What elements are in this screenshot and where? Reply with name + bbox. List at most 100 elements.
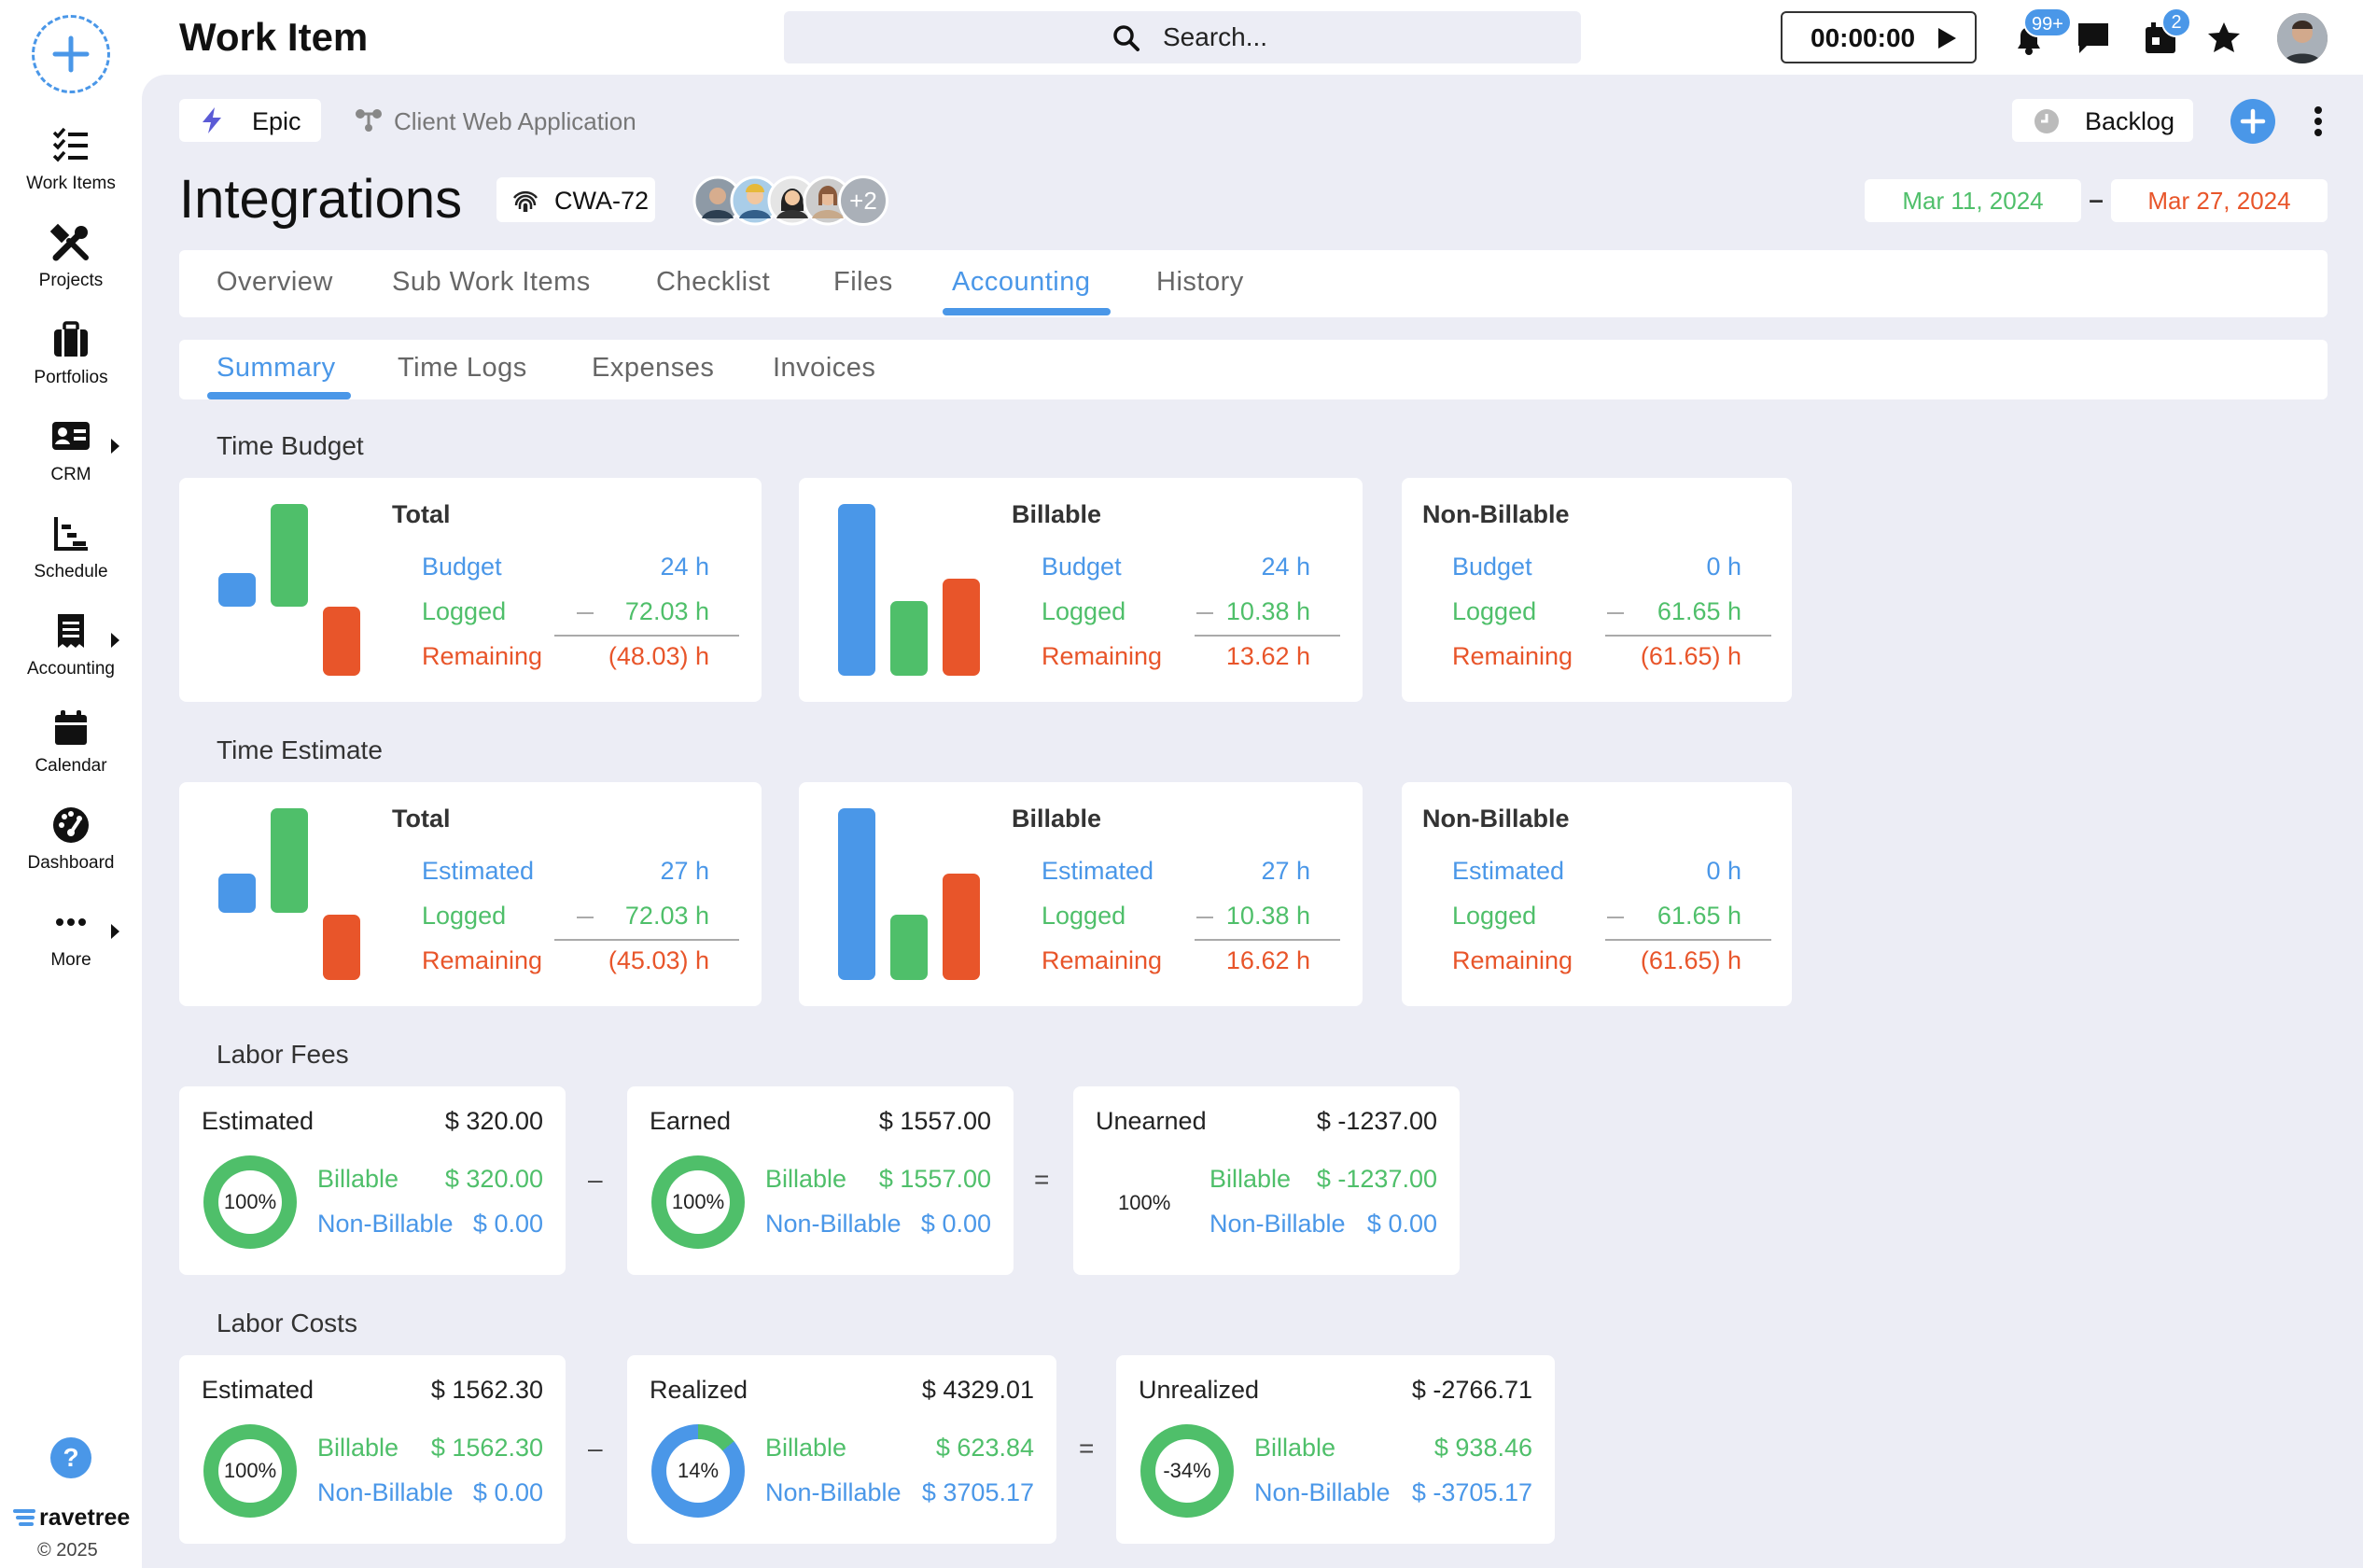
user-avatar[interactable]	[2277, 13, 2328, 63]
sidebar-item-portfolios[interactable]: Portfolios	[0, 319, 142, 388]
row-label: Budget	[422, 553, 502, 581]
labor-fees-earned-card: Earned $ 1557.00 100% Billable $ 1557.00…	[627, 1086, 1014, 1275]
billable-label: Billable	[765, 1165, 847, 1193]
search-input[interactable]: Search...	[1163, 22, 1268, 51]
sidebar-item-projects[interactable]: Projects	[0, 222, 142, 291]
sidebar-item-accounting[interactable]: Accounting	[0, 610, 142, 679]
expand-arrow-icon[interactable]	[111, 924, 119, 939]
billable-value: $ 1562.30	[430, 1434, 543, 1462]
row-label: Remaining	[422, 642, 543, 670]
user-avatar-icon	[2277, 13, 2328, 63]
avatar-icon	[767, 175, 818, 226]
nonbillable-label: Non-Billable	[317, 1478, 454, 1506]
status-dropdown[interactable]: Backlog	[2012, 99, 2193, 142]
subtab-expenses[interactable]: Expenses	[592, 353, 715, 383]
favorites-button[interactable]	[2206, 21, 2242, 56]
add-button[interactable]	[2230, 99, 2275, 144]
budget-bar	[838, 504, 875, 676]
end-date-field[interactable]: Mar 27, 2024	[2111, 179, 2328, 222]
budget-bar	[218, 573, 256, 607]
receipt-icon	[58, 614, 84, 648]
search-bar[interactable]: Search...	[784, 11, 1581, 63]
row-value: 10.38 h	[1225, 902, 1310, 930]
sidebar-item-label: Projects	[38, 271, 104, 290]
card-title: Unrealized	[1139, 1376, 1260, 1404]
row-value: 61.65 h	[1657, 902, 1741, 930]
sidebar-item-label: Work Items	[26, 174, 116, 193]
assignees[interactable]: +2	[692, 175, 898, 226]
logged-bar	[271, 808, 308, 913]
section-title: Labor Costs	[217, 1309, 357, 1337]
item-key-chip[interactable]: CWA-72	[496, 177, 655, 222]
divider	[1195, 939, 1340, 941]
row-label: Logged	[1452, 597, 1537, 625]
time-estimate-billable-card: Billable Estimated 27 h Logged 10.38 h R…	[799, 782, 1363, 1006]
subtab-time-logs[interactable]: Time Logs	[398, 353, 527, 383]
expand-arrow-icon[interactable]	[111, 633, 119, 648]
type-chip[interactable]: Epic	[179, 99, 321, 142]
sidebar-item-dashboard[interactable]: Dashboard	[0, 805, 142, 874]
work-item-title[interactable]: Integrations	[179, 169, 463, 230]
row-label: Remaining	[1452, 946, 1573, 974]
project-link[interactable]: Client Web Application	[355, 101, 653, 140]
subtab-summary[interactable]: Summary	[217, 353, 336, 383]
timer-widget[interactable]: 00:00:00	[1781, 11, 1977, 63]
tab-accounting[interactable]: Accounting	[952, 267, 1091, 297]
nonbillable-value: $ 3705.17	[921, 1478, 1034, 1506]
tab-history[interactable]: History	[1156, 267, 1244, 297]
sidebar-item-label: Dashboard	[27, 853, 115, 873]
divider	[554, 635, 739, 637]
plus-icon	[52, 35, 90, 73]
billable-label: Billable	[1209, 1165, 1292, 1193]
equals-operator: =	[1034, 1165, 1050, 1194]
lightning-icon	[203, 107, 221, 133]
sidebar-item-work-items[interactable]: Work Items	[0, 125, 142, 194]
tab-files[interactable]: Files	[833, 267, 893, 297]
create-button[interactable]	[32, 15, 110, 93]
start-date-field[interactable]: Mar 11, 2024	[1865, 179, 2081, 222]
time-budget-total-card: Total Budget 24 h Logged 72.03 h Remaini…	[179, 478, 762, 702]
kebab-menu-button[interactable]	[2309, 103, 2328, 140]
section-title: Time Budget	[217, 431, 364, 460]
row-value: 27 h	[1261, 857, 1310, 885]
row-label: Logged	[1042, 597, 1126, 625]
help-button[interactable]: ?	[50, 1437, 91, 1478]
play-icon[interactable]	[1936, 26, 1958, 50]
minus-sign	[1196, 612, 1213, 614]
more-assignees-badge[interactable]: +2	[838, 175, 888, 226]
chat-button[interactable]	[2076, 21, 2111, 56]
row-label: Budget	[1452, 553, 1532, 581]
tab-checklist[interactable]: Checklist	[656, 267, 771, 297]
row-value: (61.65) h	[1640, 642, 1741, 670]
tab-overview[interactable]: Overview	[217, 267, 333, 297]
sidebar-item-label: Accounting	[26, 659, 115, 679]
sidebar-item-more[interactable]: More	[0, 902, 142, 971]
sidebar-item-schedule[interactable]: Schedule	[0, 513, 142, 582]
sidebar-item-calendar[interactable]: Calendar	[0, 707, 142, 777]
sidebar-item-label: More	[50, 950, 91, 970]
date-separator: –	[2089, 185, 2104, 214]
row-label: Budget	[1042, 553, 1122, 581]
row-label: Logged	[422, 597, 507, 625]
search-icon	[1113, 25, 1140, 51]
expand-arrow-icon[interactable]	[111, 439, 119, 454]
card-title: Total	[392, 500, 451, 528]
logged-bar	[890, 915, 928, 980]
billable-donut: 100%	[651, 1155, 745, 1249]
row-value: (61.65) h	[1640, 946, 1741, 974]
section-title: Time Estimate	[217, 735, 383, 764]
sidebar-item-crm[interactable]: CRM	[0, 416, 142, 485]
divider	[1195, 635, 1340, 637]
nonbillable-value: $ 0.00	[1366, 1210, 1437, 1238]
card-title: Non-Billable	[1422, 805, 1570, 833]
tab-sub-work-items[interactable]: Sub Work Items	[392, 267, 591, 297]
chat-icon	[2078, 23, 2108, 53]
kebab-icon	[2314, 106, 2322, 136]
card-title: Billable	[1012, 500, 1102, 528]
billable-donut: 14%	[651, 1424, 745, 1518]
minus-sign	[1607, 917, 1624, 918]
subtab-invoices[interactable]: Invoices	[773, 353, 876, 383]
time-estimate-nonbillable-card: Non-Billable Estimated 0 h Logged 61.65 …	[1402, 782, 1792, 1006]
sidebar-item-label: Schedule	[34, 562, 108, 581]
card-total: $ 1562.30	[430, 1376, 543, 1404]
